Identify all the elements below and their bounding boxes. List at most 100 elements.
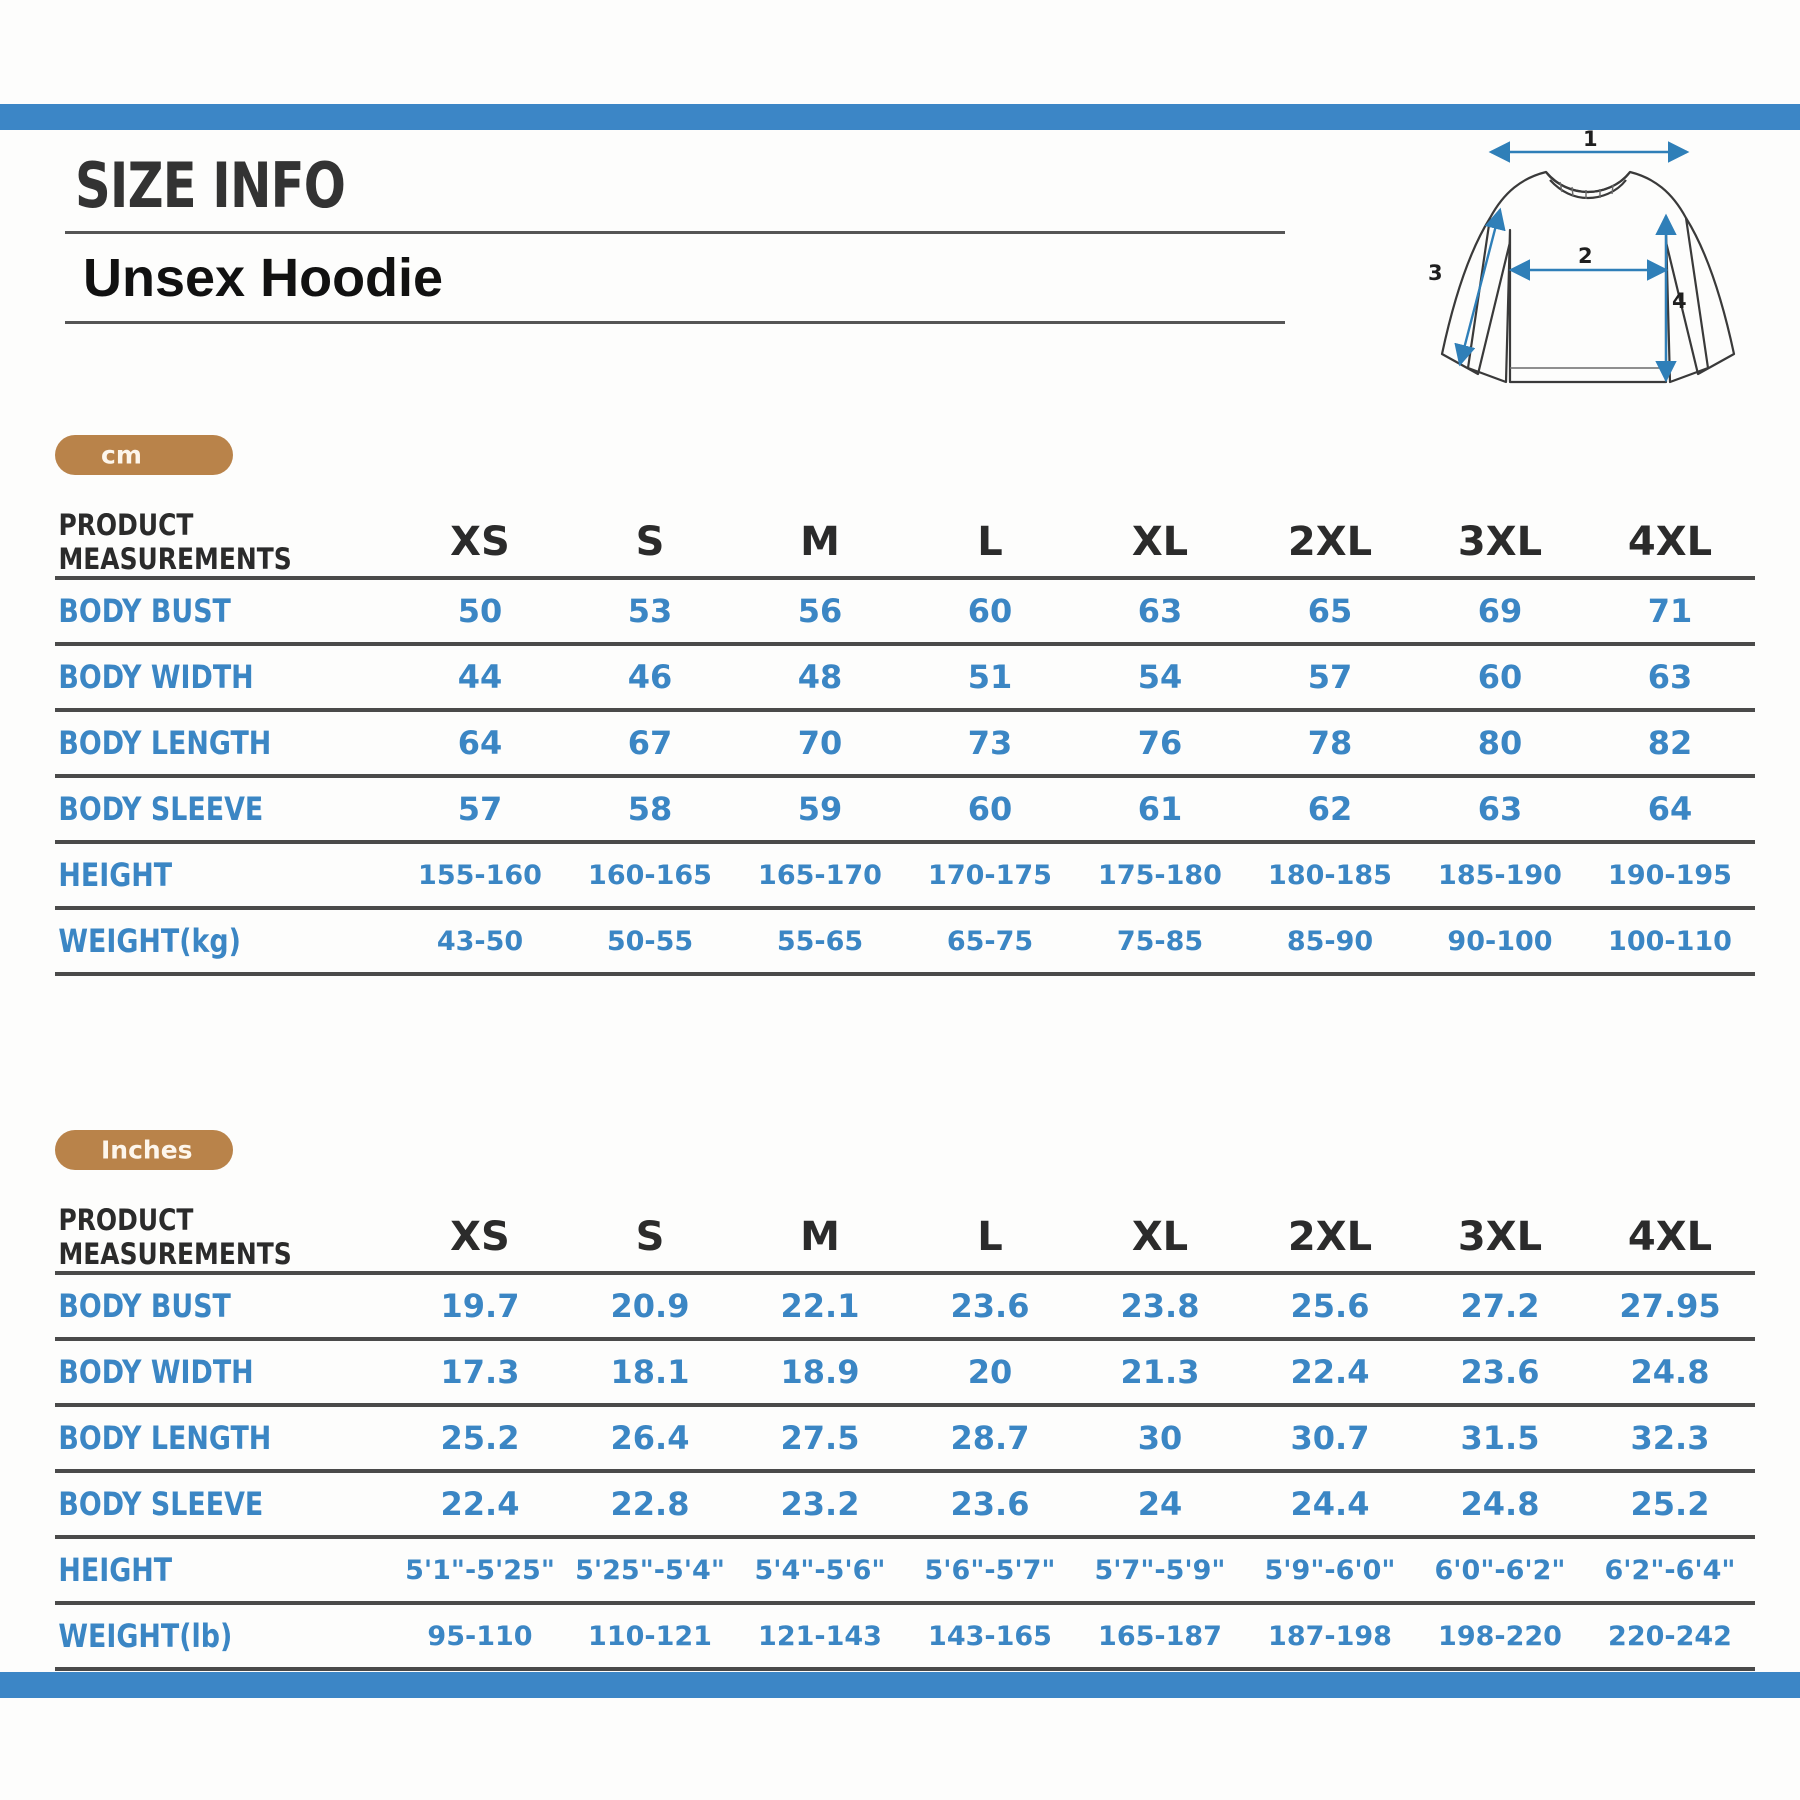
cell-value: 50-55: [565, 908, 735, 976]
page-title: SIZE INFO: [75, 149, 346, 222]
unit-badge-cm-label: cm: [101, 440, 142, 470]
table-row: BODY WIDTH 17.3 18.1 18.9 20 21.3 22.4 2…: [55, 1339, 1755, 1407]
cell-value: 24.8: [1415, 1471, 1585, 1539]
column-header-xs: XS: [395, 508, 565, 580]
cell-value: 19.7: [395, 1273, 565, 1341]
row-label: BODY SLEEVE: [55, 776, 341, 844]
cell-value: 30: [1075, 1405, 1245, 1473]
top-accent-bar: [0, 104, 1800, 130]
table-body-inches: BODY BUST 19.7 20.9 22.1 23.6 23.8 25.6 …: [55, 1273, 1755, 1671]
column-header-label: PRODUCT MEASUREMENTS: [55, 508, 348, 580]
cell-value: 25.2: [395, 1405, 565, 1473]
cell-value: 22.4: [1245, 1339, 1415, 1407]
row-label: HEIGHT: [55, 842, 341, 910]
title-divider: [65, 231, 1285, 234]
row-label: BODY WIDTH: [55, 644, 341, 712]
row-label: BODY LENGTH: [55, 710, 341, 778]
table-header-cm: PRODUCT MEASUREMENTS XS S M L XL 2XL 3XL…: [55, 508, 1755, 580]
cell-value: 90-100: [1415, 908, 1585, 976]
table-row: BODY BUST 50 53 56 60 63 65 69 71: [55, 578, 1755, 646]
column-header-4xl: 4XL: [1585, 1203, 1755, 1275]
cell-value: 95-110: [395, 1603, 565, 1671]
row-label: BODY BUST: [55, 1273, 341, 1341]
row-label: BODY BUST: [55, 578, 341, 646]
table-row: BODY WIDTH 44 46 48 51 54 57 60 63: [55, 644, 1755, 712]
table-row: BODY SLEEVE 22.4 22.8 23.2 23.6 24 24.4 …: [55, 1471, 1755, 1539]
cell-value: 31.5: [1415, 1405, 1585, 1473]
subtitle-divider: [65, 320, 1285, 324]
cell-value: 78: [1245, 710, 1415, 778]
table-row: BODY SLEEVE 57 58 59 60 61 62 63 64: [55, 776, 1755, 844]
cell-value: 160-165: [565, 842, 735, 910]
cell-value: 58: [565, 776, 735, 844]
cell-value: 43-50: [395, 908, 565, 976]
table-header-inches: PRODUCT MEASUREMENTS XS S M L XL 2XL 3XL…: [55, 1203, 1755, 1275]
cell-value: 73: [905, 710, 1075, 778]
cell-value: 65-75: [905, 908, 1075, 976]
table-row: HEIGHT 155-160 160-165 165-170 170-175 1…: [55, 842, 1755, 910]
cell-value: 63: [1075, 578, 1245, 646]
cell-value: 220-242: [1585, 1603, 1755, 1671]
cell-value: 24: [1075, 1471, 1245, 1539]
column-header-m: M: [735, 1203, 905, 1275]
row-label: WEIGHT(kg): [55, 908, 341, 976]
cell-value: 82: [1585, 710, 1755, 778]
table-body-cm: BODY BUST 50 53 56 60 63 65 69 71 BODY W…: [55, 578, 1755, 976]
cell-value: 5'9"-6'0": [1245, 1537, 1415, 1605]
garment-diagram: 1 2 3 4 1 :WIDTH 2 :BUST 3 :SLEEVE 4 :LE…: [1370, 130, 1750, 460]
cell-value: 67: [565, 710, 735, 778]
cell-value: 23.8: [1075, 1273, 1245, 1341]
cell-value: 53: [565, 578, 735, 646]
cell-value: 165-170: [735, 842, 905, 910]
row-label: BODY LENGTH: [55, 1405, 341, 1473]
cell-value: 23.6: [905, 1471, 1075, 1539]
cell-value: 71: [1585, 578, 1755, 646]
cell-value: 25.6: [1245, 1273, 1415, 1341]
column-header-2xl: 2XL: [1245, 1203, 1415, 1275]
cell-value: 54: [1075, 644, 1245, 712]
row-label: WEIGHT(lb): [55, 1603, 341, 1671]
column-header-l: L: [905, 1203, 1075, 1275]
cell-value: 60: [1415, 644, 1585, 712]
table-row: BODY BUST 19.7 20.9 22.1 23.6 23.8 25.6 …: [55, 1273, 1755, 1341]
cell-value: 23.2: [735, 1471, 905, 1539]
table-row: WEIGHT(lb) 95-110 110-121 121-143 143-16…: [55, 1603, 1755, 1671]
table-row: BODY LENGTH 25.2 26.4 27.5 28.7 30 30.7 …: [55, 1405, 1755, 1473]
cell-value: 32.3: [1585, 1405, 1755, 1473]
table-row: BODY LENGTH 64 67 70 73 76 78 80 82: [55, 710, 1755, 778]
cell-value: 26.4: [565, 1405, 735, 1473]
cell-value: 22.4: [395, 1471, 565, 1539]
cell-value: 62: [1245, 776, 1415, 844]
unit-badge-cm: cm: [55, 435, 233, 475]
cell-value: 155-160: [395, 842, 565, 910]
cell-value: 6'2"-6'4": [1585, 1537, 1755, 1605]
cell-value: 143-165: [905, 1603, 1075, 1671]
cell-value: 5'7"-5'9": [1075, 1537, 1245, 1605]
column-header-xl: XL: [1075, 1203, 1245, 1275]
cell-value: 24.8: [1585, 1339, 1755, 1407]
cell-value: 187-198: [1245, 1603, 1415, 1671]
diagram-marker-1-label: 1: [1583, 130, 1598, 151]
column-header-l: L: [905, 508, 1075, 580]
cell-value: 61: [1075, 776, 1245, 844]
unit-badge-inches-label: Inches: [101, 1135, 193, 1165]
diagram-marker-2-label: 2: [1578, 244, 1593, 268]
cell-value: 65: [1245, 578, 1415, 646]
cell-value: 63: [1415, 776, 1585, 844]
table-row: HEIGHT 5'1"-5'25" 5'25"-5'4" 5'4"-5'6" 5…: [55, 1537, 1755, 1605]
cell-value: 27.2: [1415, 1273, 1585, 1341]
column-header-xs: XS: [395, 1203, 565, 1275]
cell-value: 18.9: [735, 1339, 905, 1407]
cell-value: 23.6: [905, 1273, 1075, 1341]
cell-value: 30.7: [1245, 1405, 1415, 1473]
cell-value: 121-143: [735, 1603, 905, 1671]
cell-value: 25.2: [1585, 1471, 1755, 1539]
cell-value: 5'4"-5'6": [735, 1537, 905, 1605]
column-header-3xl: 3XL: [1415, 508, 1585, 580]
header-block: SIZE INFO Unsex Hoodie: [65, 155, 1285, 324]
cell-value: 5'1"-5'25": [395, 1537, 565, 1605]
cell-value: 80: [1415, 710, 1585, 778]
table-row: WEIGHT(kg) 43-50 50-55 55-65 65-75 75-85…: [55, 908, 1755, 976]
column-header-3xl: 3XL: [1415, 1203, 1585, 1275]
